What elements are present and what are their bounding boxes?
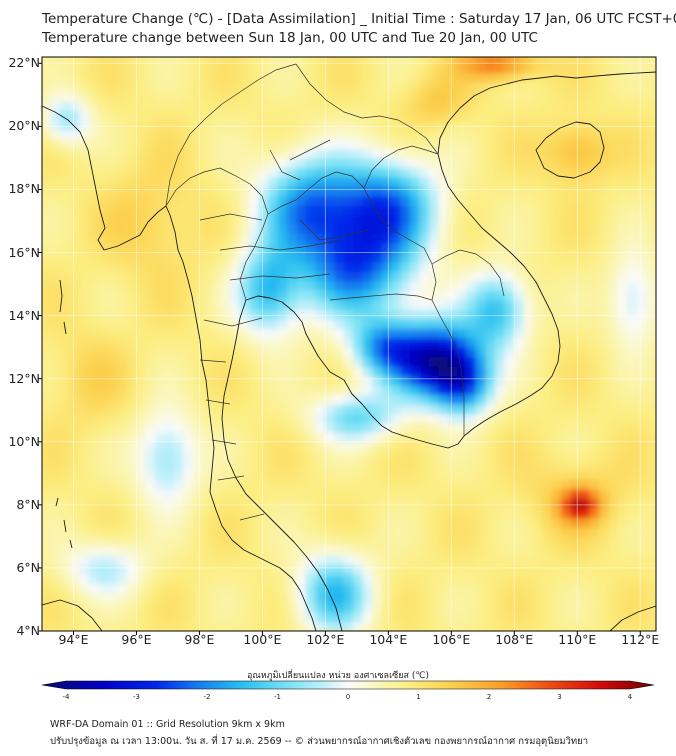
- lat-label: 4°N: [16, 623, 40, 638]
- gulf-thailand-coast: [245, 295, 465, 449]
- nicobar-islands: [55, 497, 73, 549]
- lat-label: 14°N: [8, 307, 40, 323]
- lon-label: 104°E: [369, 632, 408, 647]
- lon-label: 98°E: [184, 632, 215, 647]
- lat-label: 12°N: [8, 370, 40, 386]
- lat-label: 20°N: [8, 118, 40, 134]
- title-line-1: Temperature Change (℃) - [Data Assimilat…: [42, 11, 676, 27]
- lon-label: 112°E: [621, 632, 660, 647]
- malay-east-coast: [221, 299, 343, 631]
- colorbar-tick-label: 4: [627, 693, 633, 701]
- andaman-islands: [59, 279, 67, 335]
- coastlines-and-borders: [42, 71, 656, 631]
- lat-label: 10°N: [8, 433, 40, 449]
- colorbar-tick-label: 2: [486, 693, 492, 701]
- laos-china-border: [295, 63, 439, 155]
- lat-label: 18°N: [8, 181, 40, 197]
- temperature-field: [42, 57, 656, 631]
- lat-label: 16°N: [8, 244, 40, 260]
- colorbar: [41, 680, 655, 690]
- map-frame: [41, 56, 657, 632]
- borneo-coast: [609, 605, 656, 631]
- axis-ticks: [38, 62, 641, 635]
- lat-label: 22°N: [8, 55, 40, 71]
- colorbar-tick-label: -4: [62, 693, 70, 701]
- footer-line-1: WRF-DA Domain 01 :: Grid Resolution 9km …: [50, 719, 285, 730]
- vietnam-coast: [437, 71, 656, 437]
- colorbar-tick-label: -1: [274, 693, 281, 701]
- lat-label: 8°N: [16, 496, 40, 512]
- thai-myanmar-border: [165, 167, 269, 301]
- myanmar-china-border: [165, 63, 297, 207]
- thai-cambodia-border: [329, 293, 465, 436]
- myanmar-west-coast: [42, 105, 317, 631]
- country-borders: [165, 63, 505, 521]
- lon-label: 96°E: [121, 632, 152, 647]
- title-line-2: Temperature change between Sun 18 Jan, 0…: [42, 30, 538, 46]
- lon-label: 94°E: [58, 632, 89, 647]
- colorbar-tick-label: -3: [133, 693, 140, 701]
- lon-label: 100°E: [243, 632, 282, 647]
- laos-vietnam-border: [363, 145, 505, 297]
- lon-label: 108°E: [495, 632, 534, 647]
- sumatra-coast: [42, 599, 103, 631]
- graticule: [42, 57, 656, 631]
- lon-label: 110°E: [558, 632, 597, 647]
- colorbar-tick-label: 3: [557, 693, 562, 701]
- colorbar-tick-label: 0: [345, 693, 351, 701]
- thai-laos-border: [267, 171, 437, 301]
- hainan-coast: [535, 121, 605, 179]
- colorbar-tick-label: 1: [416, 693, 421, 701]
- lat-label: 6°N: [16, 559, 40, 575]
- colorbar-title: อุณหภูมิเปลี่ยนแปลง หน่วย องศาเซลเซียส (…: [246, 671, 430, 681]
- province-lines: [199, 139, 369, 521]
- footer-line-2: ปรับปรุงข้อมูล ณ เวลา 13:00น. วัน ส. ที่…: [50, 736, 589, 747]
- colorbar-tick-label: -2: [203, 693, 211, 701]
- lon-label: 106°E: [432, 632, 471, 647]
- lon-label: 102°E: [306, 632, 345, 647]
